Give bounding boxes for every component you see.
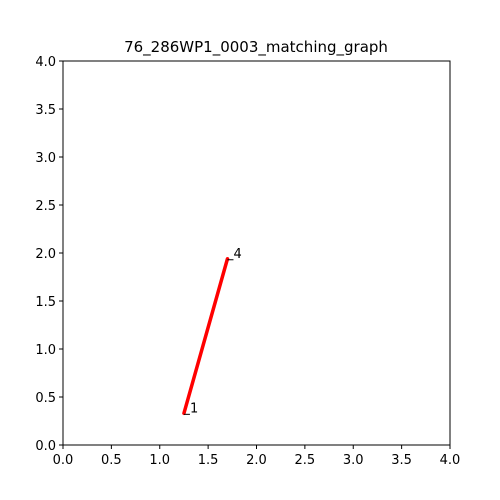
x-tick-label: 3.5	[391, 453, 412, 468]
x-tick-label: 2.5	[295, 453, 316, 468]
chart-title: 76_286WP1_0003_matching_graph	[124, 38, 388, 57]
y-tick-label: 1.0	[35, 343, 56, 358]
y-tick-label: 0.5	[35, 391, 56, 406]
x-tick-label: 4.0	[440, 453, 461, 468]
y-tick-label: 4.0	[35, 55, 56, 70]
y-tick-label: 0.0	[35, 439, 56, 454]
x-tick-label: 2.0	[246, 453, 267, 468]
y-tick-label: 3.0	[35, 151, 56, 166]
y-tick-label: 2.5	[35, 199, 56, 214]
y-tick-label: 1.5	[35, 295, 56, 310]
y-tick-label: 2.0	[35, 247, 56, 262]
y-axis: 0.0 0.5 1.0 1.5 2.0 2.5 3.0 3.5 4.0	[35, 55, 63, 454]
x-tick-label: 0.5	[101, 453, 122, 468]
nodes-layer: 14	[183, 247, 242, 416]
edges-layer	[182, 257, 230, 416]
y-tick-label: 3.5	[35, 103, 56, 118]
edge-line	[182, 257, 230, 416]
x-axis: 0.0 0.5 1.0 1.5 2.0 2.5 3.0 3.5 4.0	[53, 445, 461, 468]
node-label: 4	[233, 247, 241, 262]
x-tick-label: 1.0	[149, 453, 170, 468]
x-tick-label: 1.5	[198, 453, 219, 468]
x-tick-label: 0.0	[53, 453, 74, 468]
x-tick-label: 3.0	[343, 453, 364, 468]
node-label: 1	[190, 401, 198, 416]
